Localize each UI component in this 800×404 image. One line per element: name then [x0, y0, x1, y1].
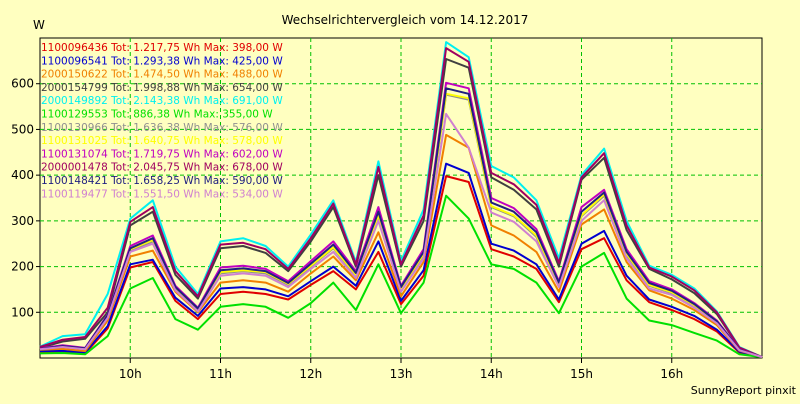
x-tick-label: 12h [299, 367, 322, 381]
legend-entry-12: 1100119477 Tot: 1.551,50 Wh Max: 534,00 … [41, 188, 283, 200]
x-tick-label: 10h [119, 367, 142, 381]
y-tick-label: 200 [11, 260, 34, 274]
footer-credit: SunnyReport pinxit [691, 384, 797, 397]
legend-entry-5: 2000149892 Tot: 2.143,38 Wh Max: 691,00 … [41, 95, 283, 107]
y-axis: 100 200 300 400 500 600 [11, 77, 40, 319]
series-line-12 [39, 112, 763, 359]
legend-entry-3: 2000150622 Tot: 1.474,50 Wh Max: 488,00 … [41, 69, 283, 81]
series-line-3 [39, 133, 763, 359]
series-line-4 [39, 58, 763, 359]
x-tick-label: 11h [209, 367, 232, 381]
y-tick-label: 300 [11, 214, 34, 228]
y-tick-label: 500 [11, 122, 34, 136]
x-tick-label: 15h [570, 367, 593, 381]
legend-entry-8: 1100131025 Tot: 1.640,75 Wh Max: 578,00 … [41, 135, 283, 147]
chart-title: Wechselrichtervergleich vom 14.12.2017 [282, 13, 529, 27]
series-line-10 [39, 47, 763, 359]
x-axis: 10h 11h 12h 13h 14h 15h 16h [119, 358, 683, 381]
legend-entry-11: 1100148421 Tot: 1.658,25 Wh Max: 590,00 … [41, 175, 283, 187]
legend-entry-1: 1100096436 Tot: 1.217,75 Wh Max: 398,00 … [41, 42, 283, 54]
x-tick-label: 14h [480, 367, 503, 381]
legend-entry-4: 2000154799 Tot: 1.998,88 Wh Max: 654,00 … [41, 82, 283, 94]
legend-entry-6: 1100129553 Tot: 886,38 Wh Max: 355,00 W [41, 109, 273, 121]
legend-entry-9: 1100131074 Tot: 1.719,75 Wh Max: 602,00 … [41, 148, 283, 160]
x-tick-label: 16h [660, 367, 683, 381]
y-tick-label: 100 [11, 305, 34, 319]
series-line-6 [39, 194, 763, 359]
series-lines [39, 41, 763, 359]
legend-entry-7: 1100130966 Tot: 1.636,38 Wh Max: 576,00 … [41, 122, 283, 134]
y-tick-label: 600 [11, 77, 34, 91]
legend-entry-10: 2000001478 Tot: 2.045,75 Wh Max: 678,00 … [41, 162, 283, 174]
legend-entry-2: 1100096541 Tot: 1.293,38 Wh Max: 425,00 … [41, 55, 283, 67]
x-tick-label: 13h [390, 367, 413, 381]
y-tick-label: 400 [11, 168, 34, 182]
series-line-11 [39, 87, 763, 359]
y-axis-unit: W [33, 18, 45, 32]
series-line-2 [39, 162, 763, 359]
legend: 1100096436 Tot: 1.217,75 Wh Max: 398,00 … [41, 42, 283, 200]
series-line-1 [39, 175, 763, 359]
